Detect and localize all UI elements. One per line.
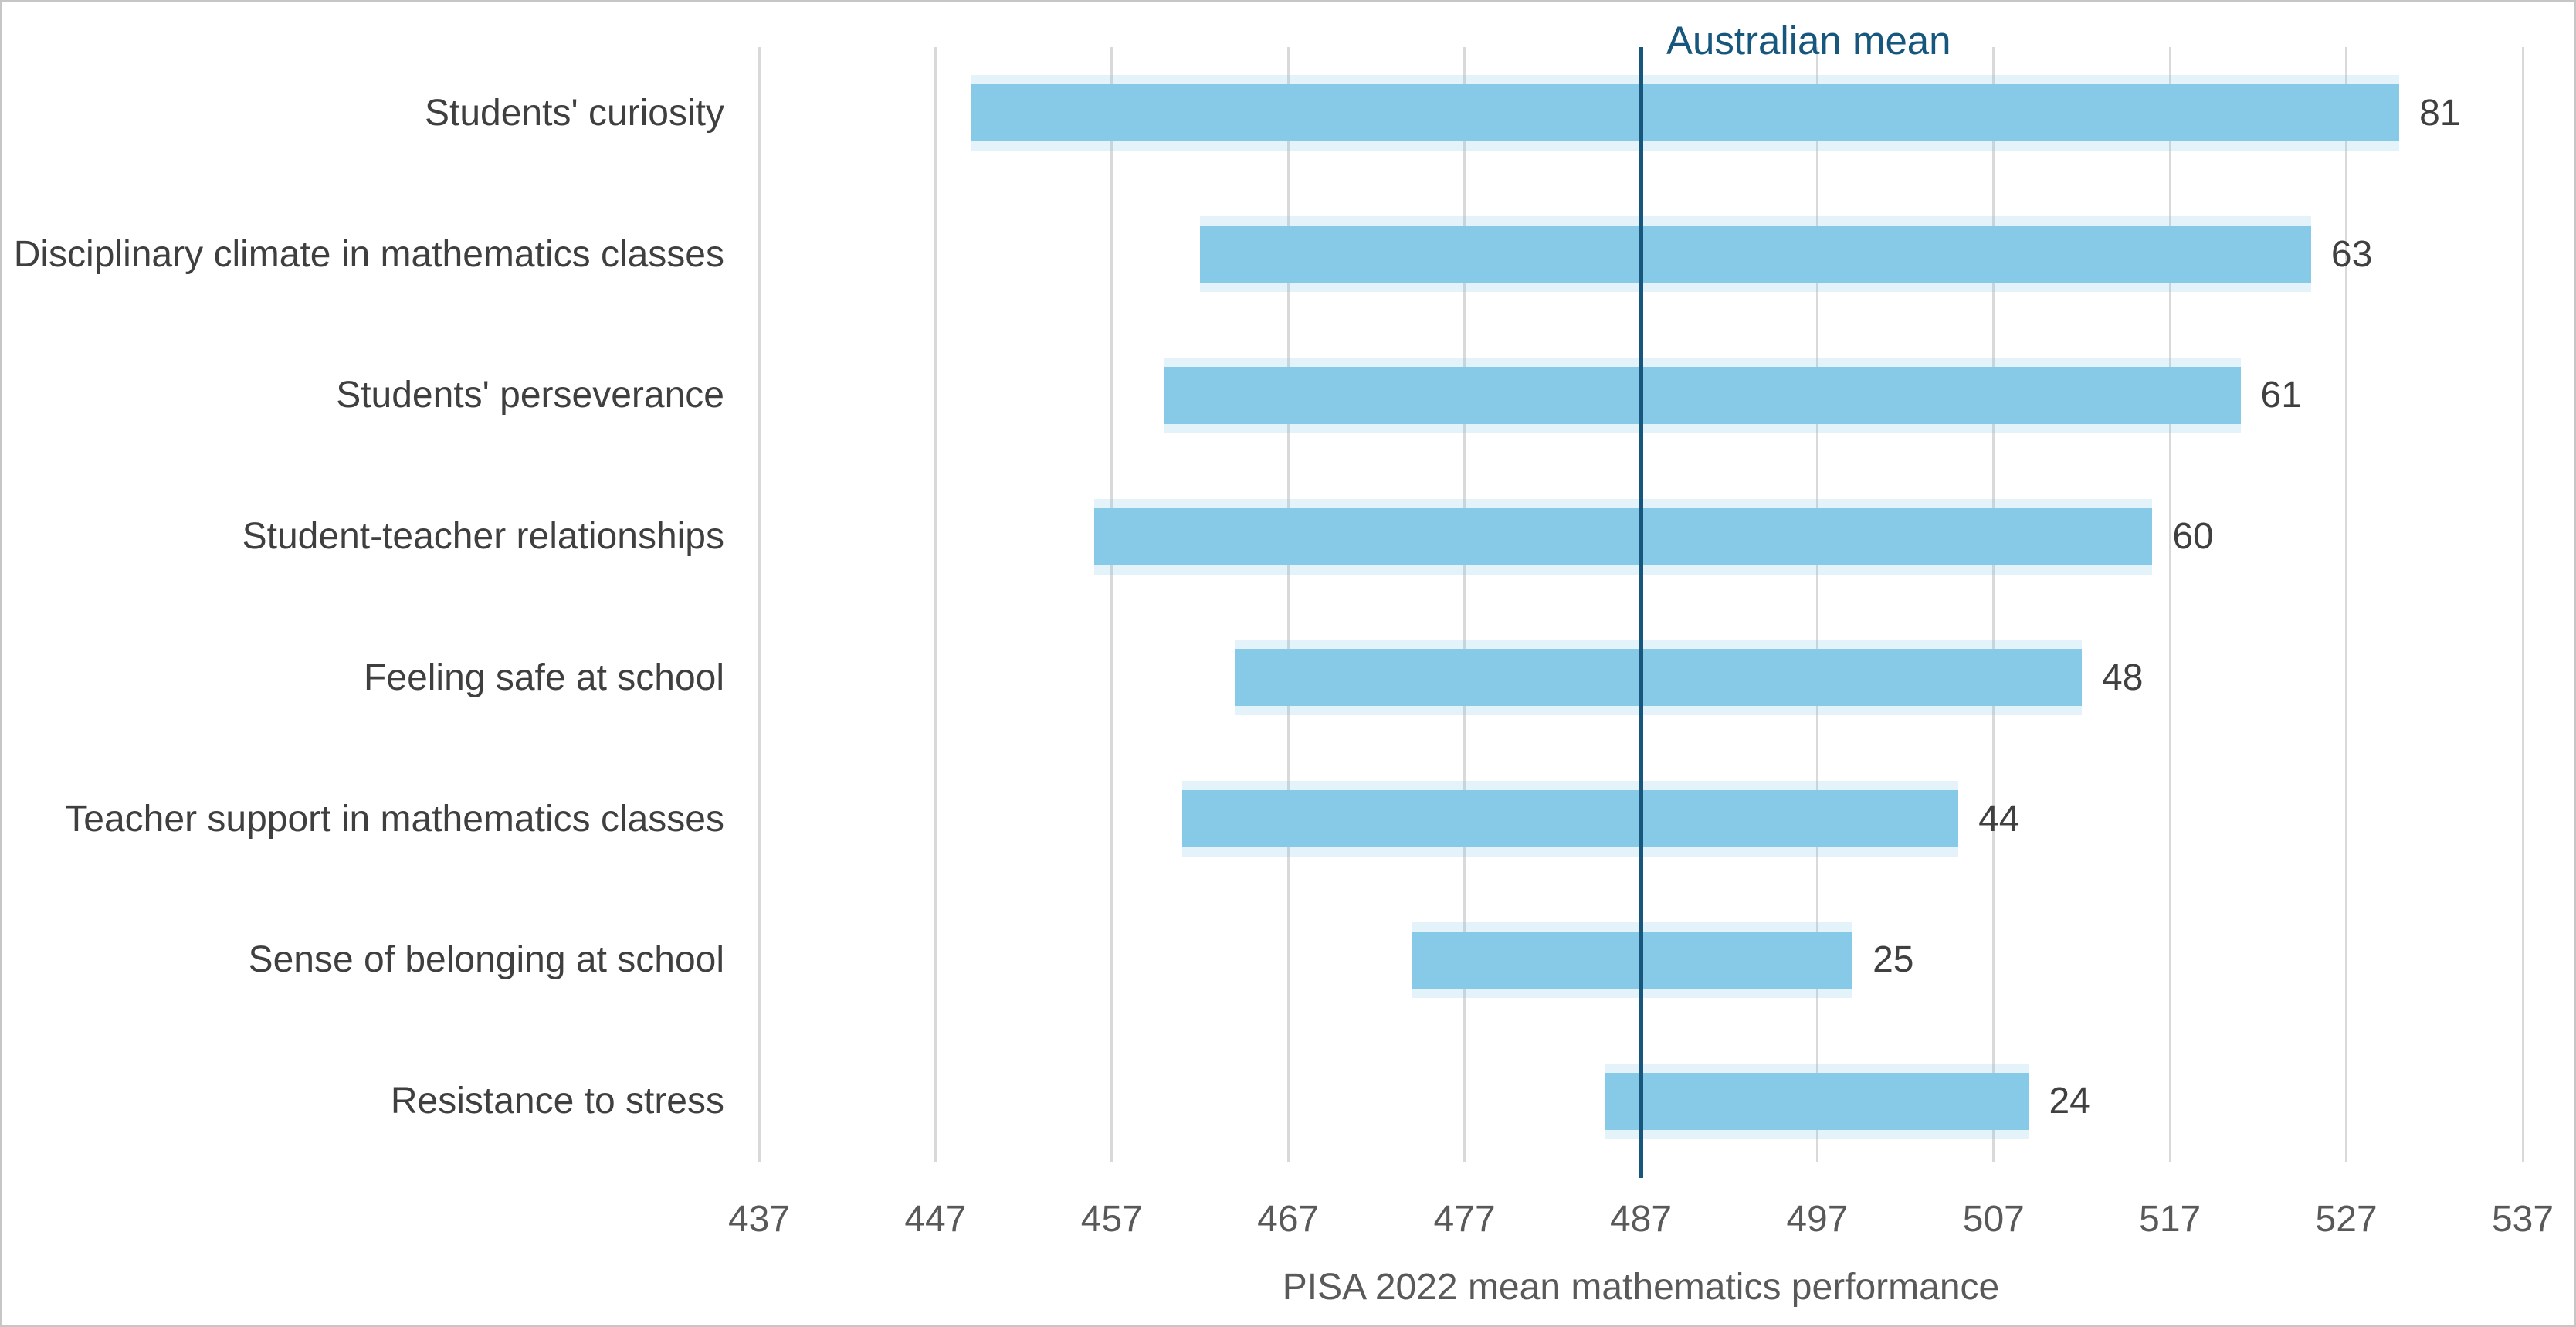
bar-row: Students' curiosity 81 bbox=[2, 42, 2574, 184]
bar-row: Sense of belonging at school 25 bbox=[2, 890, 2574, 1031]
x-tick-label: 457 bbox=[1080, 1199, 1143, 1240]
category-label: Sense of belonging at school bbox=[248, 939, 724, 981]
range-bar bbox=[1235, 649, 2082, 707]
value-label: 24 bbox=[2049, 1081, 2090, 1122]
gridline bbox=[758, 47, 761, 1162]
range-bar bbox=[971, 84, 2400, 142]
x-tick-label: 497 bbox=[1786, 1199, 1849, 1240]
range-bar bbox=[1412, 931, 1853, 989]
gridline bbox=[1110, 47, 1113, 1162]
value-label: 61 bbox=[2260, 375, 2302, 416]
value-label: 60 bbox=[2172, 516, 2214, 558]
gridline bbox=[1463, 47, 1466, 1162]
australian-mean-line bbox=[1639, 47, 1643, 1178]
bar-row: Resistance to stress 24 bbox=[2, 1030, 2574, 1172]
x-tick-label: 487 bbox=[1609, 1199, 1673, 1240]
x-tick-label: 467 bbox=[1257, 1199, 1320, 1240]
value-label: 63 bbox=[2330, 233, 2373, 275]
value-label: 25 bbox=[1873, 939, 1914, 981]
bar-row: Feeling safe at school 48 bbox=[2, 607, 2574, 748]
australian-mean-label: Australian mean bbox=[1666, 19, 1951, 63]
range-bar bbox=[1200, 226, 2311, 283]
category-label: Resistance to stress bbox=[390, 1081, 724, 1122]
gridline bbox=[2168, 47, 2171, 1162]
gridline bbox=[2521, 47, 2524, 1162]
value-label: 44 bbox=[1978, 798, 2020, 840]
gridline bbox=[1286, 47, 1290, 1162]
category-label: Disciplinary climate in mathematics clas… bbox=[13, 233, 724, 275]
x-tick-label: 437 bbox=[727, 1199, 791, 1240]
x-axis-title: PISA 2022 mean mathematics performance bbox=[1282, 1267, 2000, 1308]
x-tick-label: 527 bbox=[2315, 1199, 2378, 1240]
bar-row: Teacher support in mathematics classes 44 bbox=[2, 748, 2574, 890]
range-bar bbox=[1164, 366, 2241, 424]
category-label: Students' curiosity bbox=[424, 92, 724, 134]
bar-row: Student-teacher relationships 60 bbox=[2, 466, 2574, 607]
bar-row: Disciplinary climate in mathematics clas… bbox=[2, 184, 2574, 325]
x-tick-label: 507 bbox=[1962, 1199, 2025, 1240]
category-label: Feeling safe at school bbox=[364, 657, 724, 698]
range-bar bbox=[1093, 507, 2153, 565]
range-bar bbox=[1605, 1072, 2029, 1130]
range-bar bbox=[1182, 790, 1959, 848]
x-tick-label: 537 bbox=[2491, 1199, 2554, 1240]
gridline bbox=[2345, 47, 2348, 1162]
bar-row: Students' perseverance 61 bbox=[2, 325, 2574, 467]
gridline bbox=[1815, 47, 1818, 1162]
x-tick-label: 517 bbox=[2139, 1199, 2201, 1240]
category-label: Student-teacher relationships bbox=[242, 516, 724, 558]
value-label: 48 bbox=[2102, 657, 2144, 698]
x-tick-label: 447 bbox=[904, 1199, 967, 1240]
x-tick-label: 477 bbox=[1433, 1199, 1496, 1240]
category-label: Teacher support in mathematics classes bbox=[65, 798, 724, 840]
gridline bbox=[934, 47, 937, 1162]
gridline bbox=[1992, 47, 1995, 1162]
category-label: Students' perseverance bbox=[336, 375, 724, 416]
value-label: 81 bbox=[2419, 92, 2461, 134]
